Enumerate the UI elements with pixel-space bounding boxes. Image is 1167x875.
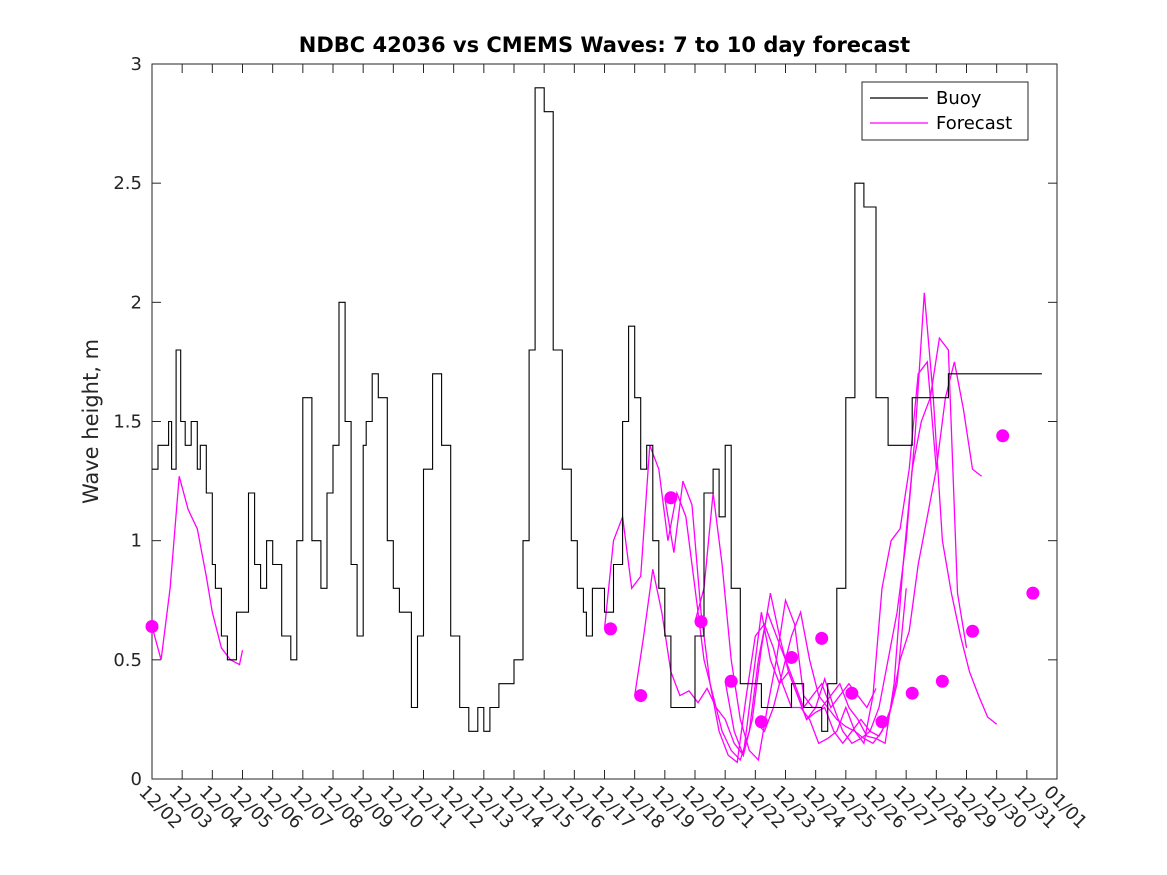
forecast-marker [754, 715, 768, 729]
forecast-marker [1026, 586, 1040, 600]
legend-label-buoy: Buoy [936, 88, 982, 109]
y-tick-label: 2 [131, 292, 142, 313]
forecast-marker [604, 622, 618, 636]
forecast-marker [996, 429, 1010, 443]
forecast-series-line [724, 292, 998, 758]
forecast-marker [845, 686, 859, 700]
forecast-marker [935, 674, 949, 688]
forecast-series-line [152, 476, 244, 666]
forecast-marker [634, 689, 648, 703]
y-tick-label: 3 [131, 54, 142, 75]
y-tick-label: 0.5 [113, 650, 142, 671]
y-tick-label: 1.5 [113, 412, 142, 433]
chart-title: NDBC 42036 vs CMEMS Waves: 7 to 10 day f… [299, 33, 910, 57]
forecast-series-line [694, 336, 968, 762]
forecast-marker [966, 624, 980, 638]
y-axis-label: Wave height, m [79, 339, 103, 504]
legend-box [861, 81, 1029, 141]
y-tick-label: 1 [131, 531, 142, 552]
legend-label-forecast: Forecast [936, 113, 1012, 134]
forecast-marker [875, 715, 889, 729]
forecast-marker [145, 619, 159, 633]
forecast-marker [664, 491, 678, 505]
forecast-series-line [754, 361, 982, 745]
forecast-series-line [664, 360, 937, 764]
forecast-marker [694, 615, 708, 629]
y-tick-label: 2.5 [113, 173, 142, 194]
forecast-marker [905, 686, 919, 700]
buoy-series-line [152, 87, 1042, 732]
forecast-marker [724, 674, 738, 688]
y-tick-label: 0 [131, 769, 142, 790]
forecast-marker [815, 631, 829, 645]
forecast-marker [785, 650, 799, 664]
